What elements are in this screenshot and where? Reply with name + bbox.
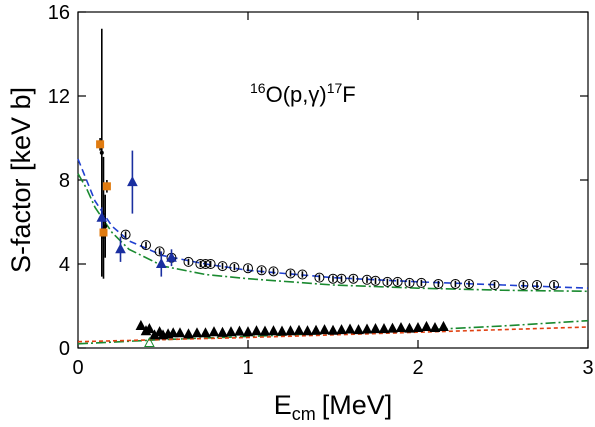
data-point (217, 326, 228, 337)
data-point (144, 323, 155, 334)
data-point (200, 327, 211, 338)
data-point (450, 278, 461, 289)
data-point (297, 269, 308, 280)
curve (77, 158, 589, 289)
data-point (361, 323, 373, 334)
data-point (96, 211, 108, 222)
data-point (183, 256, 194, 267)
data-point (115, 243, 126, 254)
data-point (242, 326, 254, 337)
data-point (120, 229, 131, 240)
data-point (395, 321, 407, 333)
curve (77, 173, 589, 293)
x-tick-label: 3 (582, 357, 593, 379)
data-point (285, 268, 296, 279)
data-point (256, 265, 267, 276)
data-point (438, 320, 449, 331)
data-point (276, 325, 288, 336)
data-point (378, 323, 390, 334)
data-point (370, 275, 381, 286)
x-tick-label: 1 (242, 357, 253, 379)
data-point (433, 278, 444, 289)
data-point (167, 327, 179, 338)
data-point (285, 325, 296, 336)
curve (77, 326, 589, 343)
data-point (166, 251, 177, 262)
data-point (416, 277, 427, 288)
annotation-mass: 16 (250, 80, 266, 96)
annotation-text: O(p,γ) (266, 82, 327, 107)
data-point (353, 324, 364, 335)
data-point (234, 325, 245, 336)
x-tick-label: 0 (72, 357, 83, 379)
y-tick-label: 0 (59, 338, 70, 360)
x-label-sub: cm (292, 404, 316, 422)
data-point (154, 246, 165, 257)
data-point (549, 280, 559, 290)
y-tick-label: 8 (59, 170, 70, 192)
data-point (135, 319, 147, 330)
data-point (319, 324, 330, 335)
data-point (392, 276, 403, 287)
data-point (243, 263, 253, 274)
data-point (225, 326, 237, 337)
data-point (144, 336, 155, 347)
x-axis-label: Ecm [MeV] (274, 390, 393, 422)
data-point (208, 326, 220, 337)
data-point (404, 322, 415, 333)
data-point (268, 325, 279, 336)
x-label-unit: [MeV] (322, 390, 393, 420)
data-point (174, 327, 186, 338)
data-point (217, 261, 228, 272)
data-point (327, 324, 339, 335)
data-point (96, 140, 105, 149)
data-point (251, 325, 262, 336)
data-point (412, 321, 424, 333)
annotation-mass: 17 (327, 80, 343, 96)
data-point (336, 273, 347, 284)
data-point (293, 324, 305, 335)
data-point (344, 323, 356, 334)
y-tick-label: 12 (48, 86, 70, 108)
data-point (183, 328, 194, 339)
y-tick-label: 4 (59, 254, 70, 276)
data-point (348, 273, 359, 284)
data-point (370, 323, 381, 334)
data-point (532, 280, 542, 290)
data-point (99, 150, 104, 155)
data-point (314, 272, 325, 283)
data-point (421, 320, 432, 331)
x-tick-label: 2 (412, 357, 423, 379)
data-point (302, 325, 313, 336)
data-point (268, 266, 279, 277)
annotation-text: F (342, 82, 355, 107)
data-point (127, 176, 138, 187)
y-tick-label: 16 (48, 2, 70, 24)
data-point (404, 277, 415, 288)
data-point (429, 321, 441, 333)
data-point (310, 324, 322, 335)
x-label-main: E (274, 390, 292, 420)
data-point (99, 228, 108, 237)
data-point (102, 182, 111, 191)
plot-frame (77, 11, 589, 349)
data-point (518, 280, 529, 290)
data-point (259, 325, 271, 336)
data-point (205, 259, 216, 269)
data-point (141, 240, 151, 251)
data-point (489, 280, 500, 290)
y-axis-label: S-factor [keV b] (6, 87, 36, 273)
annotation: 16O(p,γ)17F (250, 80, 356, 107)
data-point (336, 324, 347, 335)
data-point (464, 278, 474, 289)
data-point (191, 327, 203, 338)
data-point (382, 276, 393, 287)
data-point (387, 322, 398, 333)
data-point (155, 257, 167, 268)
data-point (229, 262, 240, 273)
